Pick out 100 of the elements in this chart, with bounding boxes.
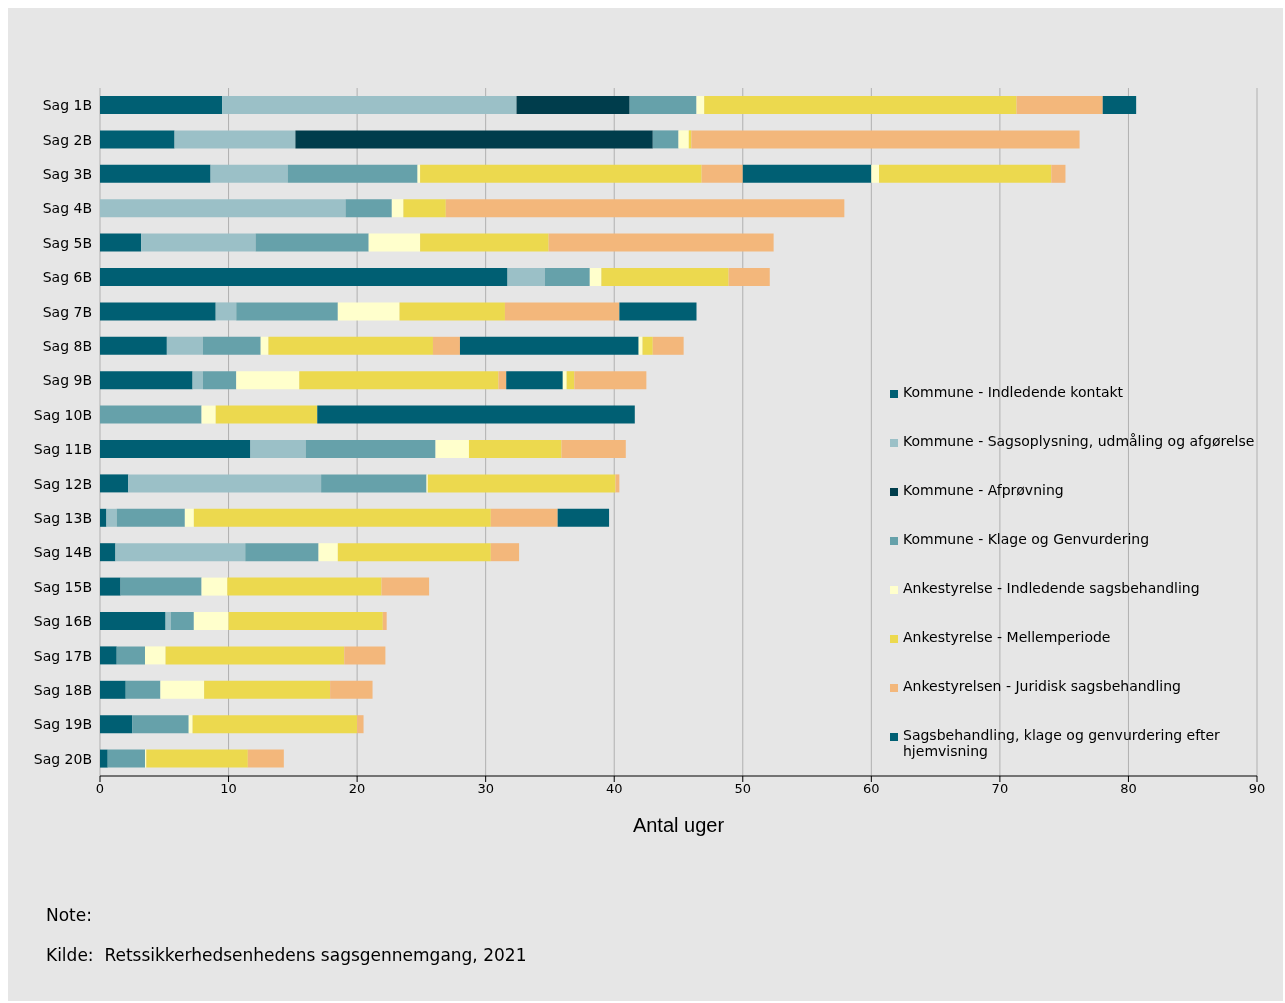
bar [100, 405, 202, 424]
bar [562, 371, 567, 390]
x-tick-label: 0 [95, 781, 105, 797]
bar [141, 233, 256, 252]
bar [879, 164, 1052, 183]
bar [566, 371, 575, 390]
bar [742, 164, 872, 183]
x-tick-label: 90 [1248, 781, 1266, 797]
legend-label: Kommune - Sagsoplysning, udmåling og afgørelse [903, 433, 1255, 449]
bar [247, 749, 284, 768]
bar [445, 199, 845, 218]
bar [544, 268, 590, 286]
bar [696, 96, 705, 114]
bar [642, 336, 653, 355]
bar [427, 474, 616, 493]
y-tick-label: Sag 20B [33, 750, 92, 767]
y-tick-label: Sag 14B [33, 544, 92, 561]
bar [184, 508, 194, 527]
bar [236, 302, 338, 321]
bar [548, 233, 774, 252]
bar [317, 405, 635, 424]
bar [498, 371, 507, 390]
bar [210, 164, 288, 183]
bar [638, 336, 643, 355]
bar [260, 336, 269, 355]
y-tick-label: Sag 6B [42, 269, 92, 286]
bar [115, 543, 246, 562]
bar [287, 164, 418, 183]
bar [202, 336, 261, 355]
bar [236, 371, 300, 390]
bar [337, 302, 400, 321]
bar [100, 577, 121, 596]
bar [506, 371, 563, 390]
bar [420, 233, 549, 252]
bar [165, 646, 345, 665]
legend-label: Sagsbehandling, klage og genvurdering efter hjemvisning [903, 727, 1221, 759]
bar [678, 130, 689, 149]
bar [128, 474, 322, 493]
bar [215, 302, 237, 321]
bar [1102, 96, 1137, 114]
y-tick-label: Sag 11B [33, 441, 92, 458]
bar [125, 680, 161, 699]
bar [116, 646, 145, 665]
bar [100, 474, 129, 493]
x-tick-label: 20 [348, 781, 366, 797]
x-axis-title: Antal uger [632, 814, 725, 836]
bar [574, 371, 647, 390]
bar [201, 405, 216, 424]
y-tick-label: Sag 2B [42, 131, 92, 148]
bar [116, 508, 185, 527]
bar [100, 96, 223, 114]
bar [255, 233, 369, 252]
bar [107, 749, 145, 768]
bar [589, 268, 602, 286]
bar [106, 508, 117, 527]
bar [691, 130, 1080, 149]
legend-label: Kommune - Indledende kontakt [903, 384, 1124, 400]
bar [100, 680, 126, 699]
bar [652, 336, 684, 355]
y-tick-label: Sag 8B [42, 337, 92, 354]
bar [382, 612, 387, 630]
y-tick-label: Sag 13B [33, 509, 92, 526]
bar [728, 268, 770, 286]
bar [435, 440, 469, 458]
legend-label: Ankestyrelsen - Juridisk sagsbehandling [903, 678, 1182, 694]
bar [132, 715, 189, 734]
bar [100, 199, 346, 218]
bar [344, 646, 386, 665]
y-tick-label: Sag 1B [42, 97, 92, 114]
bar [468, 440, 562, 458]
text: Kilde: Retssikkerhedsenhedens sagsgennemgang, 2021 [46, 945, 527, 965]
x-tick-label: 30 [477, 781, 494, 797]
bar [516, 96, 630, 114]
bar [146, 749, 248, 768]
bar [100, 749, 108, 768]
text: Note: [46, 905, 93, 925]
bar [345, 199, 392, 218]
x-tick-label: 40 [605, 781, 623, 797]
bar [215, 405, 318, 424]
legend-label: Ankestyrelse - Indledende sagsbehandling [903, 580, 1200, 596]
bar [504, 302, 620, 321]
bar [557, 508, 610, 527]
bar [245, 543, 319, 562]
y-tick-label: Sag 7B [42, 303, 92, 320]
y-tick-label: Sag 16B [33, 613, 92, 630]
bar [100, 715, 133, 734]
bar [368, 233, 421, 252]
bar [100, 440, 251, 458]
bar [250, 440, 306, 458]
bar [100, 612, 166, 630]
bar [166, 336, 203, 355]
legend-label: Kommune - Klage og Genvurdering [903, 531, 1150, 547]
bar [652, 130, 679, 149]
bar [459, 336, 639, 355]
bar [227, 577, 382, 596]
bar [337, 543, 491, 562]
y-tick-label: Sag 17B [33, 647, 92, 664]
bar [192, 715, 358, 734]
bar [100, 371, 193, 390]
y-tick-label: Sag 4B [42, 200, 92, 217]
